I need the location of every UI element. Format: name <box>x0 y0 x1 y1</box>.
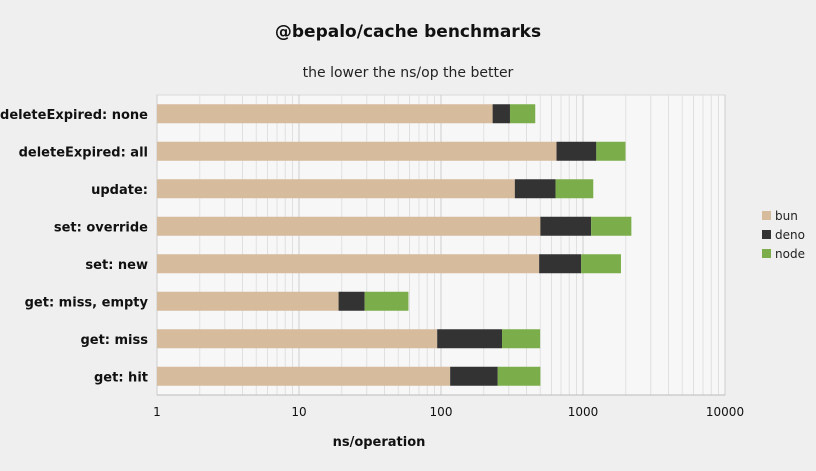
category-labels: deleteExpired: none deleteExpired: all upd… <box>0 108 148 386</box>
bar-node <box>596 141 626 161</box>
bar-bun <box>157 291 339 311</box>
bar-deno <box>492 104 510 124</box>
bar-node <box>591 216 632 236</box>
category-label: set: new <box>85 258 148 273</box>
chart-subtitle: the lower the ns/op the better <box>303 65 514 81</box>
x-tick-label: 1000 <box>568 405 599 419</box>
bar-deno <box>437 329 503 349</box>
x-tick-labels: 1 10 100 1000 10000 <box>153 405 744 419</box>
bar-node <box>497 366 541 386</box>
legend-swatch-node <box>762 249 771 258</box>
legend-label-deno: deno <box>775 228 805 242</box>
legend-swatch-bun <box>762 211 771 220</box>
bar-deno <box>450 366 498 386</box>
bar-bun <box>157 366 451 386</box>
bar-deno <box>338 291 365 311</box>
x-tick-label: 100 <box>430 405 453 419</box>
x-axis-title: ns/operation <box>333 435 426 450</box>
category-label: deleteExpired: all <box>19 145 148 160</box>
bar-bun <box>157 141 557 161</box>
x-tick-label: 10 <box>291 405 306 419</box>
category-label: set: override <box>54 220 148 235</box>
bar-bun <box>157 329 438 349</box>
bar-bun <box>157 216 541 236</box>
chart-title: @bepalo/cache benchmarks <box>275 22 541 42</box>
category-label: get: hit <box>94 370 148 385</box>
category-label: update: <box>91 183 148 198</box>
category-label: get: miss, empty <box>25 295 149 310</box>
bar-deno <box>514 179 556 199</box>
bar-bun <box>157 104 493 124</box>
legend-swatch-deno <box>762 230 771 239</box>
category-label: get: miss <box>80 333 148 348</box>
bar-node <box>502 329 541 349</box>
category-label: deleteExpired: none <box>0 108 148 123</box>
x-tick-label: 1 <box>153 405 161 419</box>
bar-deno <box>540 216 592 236</box>
bar-node <box>509 104 536 124</box>
bars <box>157 104 632 386</box>
bar-deno <box>539 254 582 274</box>
legend-label-bun: bun <box>775 209 798 223</box>
bar-deno <box>556 141 597 161</box>
bar-bun <box>157 179 515 199</box>
bar-node <box>364 291 409 311</box>
bar-node <box>555 179 594 199</box>
bar-node <box>581 254 621 274</box>
legend: bun deno node <box>762 209 805 261</box>
legend-label-node: node <box>775 247 805 261</box>
bar-bun <box>157 254 540 274</box>
x-tick-label: 10000 <box>706 405 744 419</box>
